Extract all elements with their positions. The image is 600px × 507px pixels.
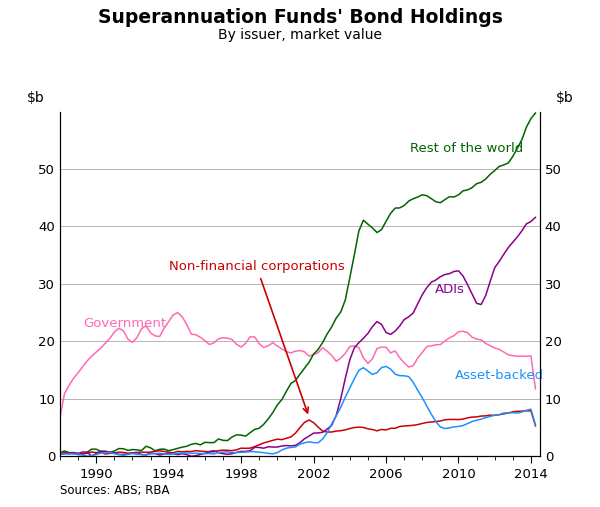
Text: Non-financial corporations: Non-financial corporations	[169, 260, 344, 413]
Text: By issuer, market value: By issuer, market value	[218, 28, 382, 42]
Text: Superannuation Funds' Bond Holdings: Superannuation Funds' Bond Holdings	[98, 8, 502, 26]
Text: ADIs: ADIs	[435, 282, 465, 296]
Text: Government: Government	[83, 317, 167, 330]
Text: $b: $b	[26, 91, 44, 104]
Text: Sources: ABS; RBA: Sources: ABS; RBA	[60, 484, 170, 497]
Text: Rest of the world: Rest of the world	[410, 142, 523, 155]
Text: Asset-backed: Asset-backed	[455, 369, 544, 382]
Text: $b: $b	[556, 91, 574, 104]
